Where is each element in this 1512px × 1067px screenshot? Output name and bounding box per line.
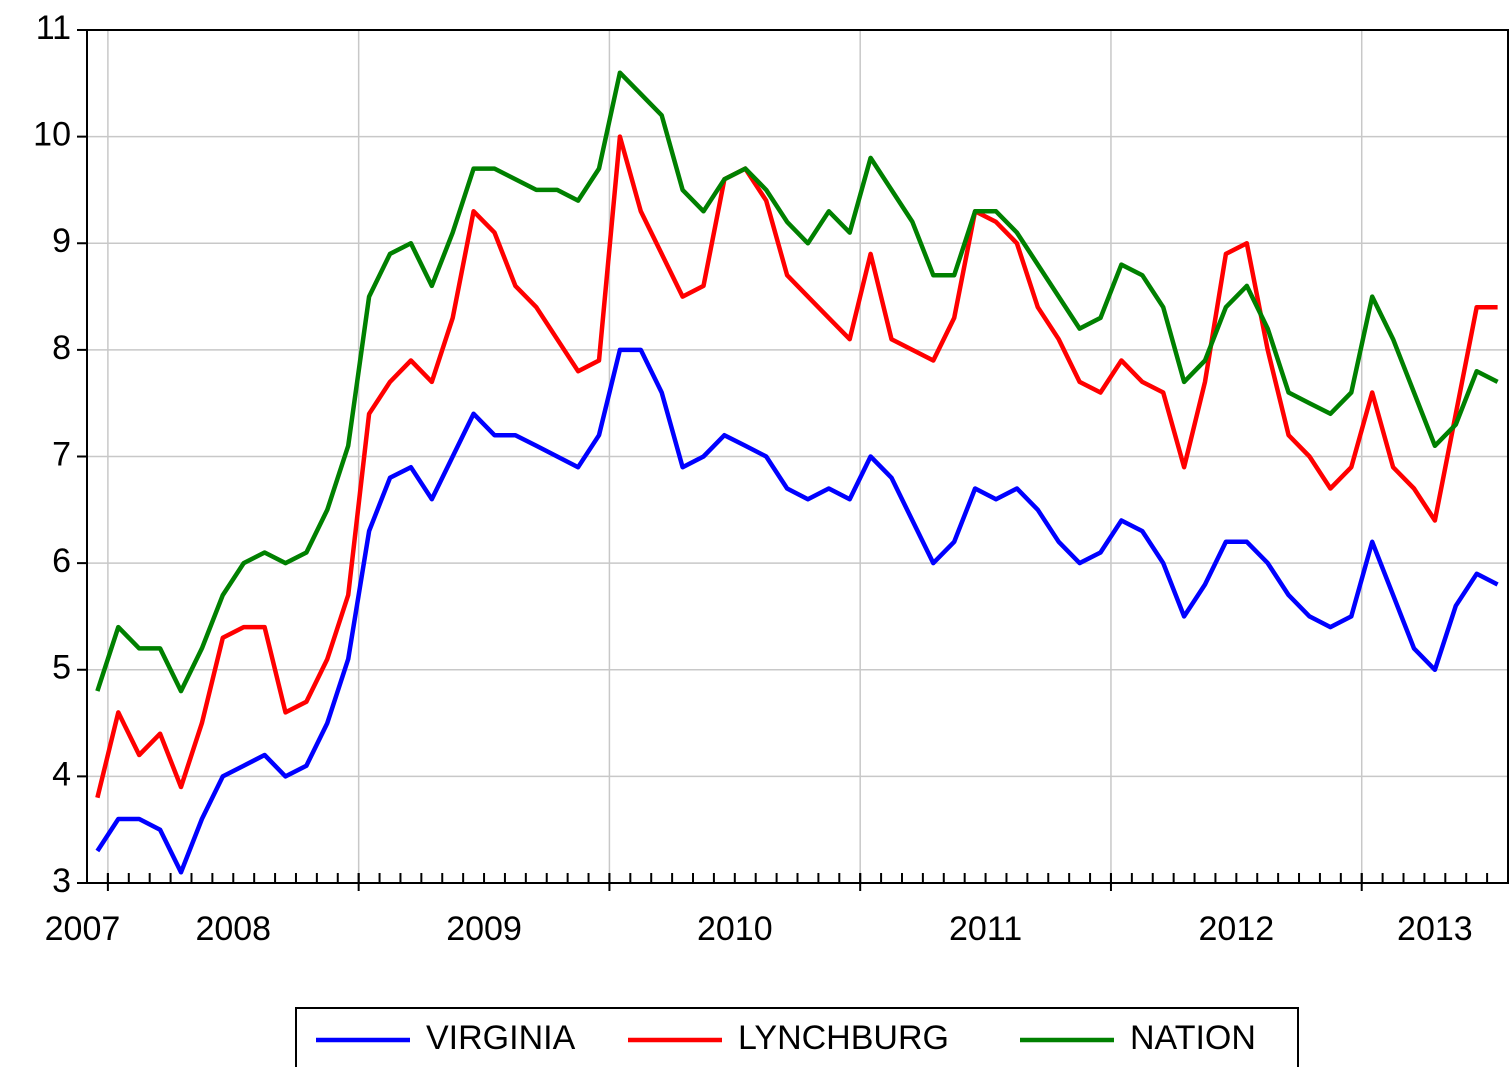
line <box>95 347 1499 875</box>
legend-label: NATION <box>1130 1019 1256 1057</box>
y-tick-label: 5 <box>52 649 71 687</box>
y-tick-label: 6 <box>52 542 71 580</box>
y-tick-label: 7 <box>52 435 71 473</box>
x-tick-label: 2010 <box>697 910 773 948</box>
x-tick-label: 2008 <box>195 910 271 948</box>
x-tick-label: 2011 <box>949 910 1022 948</box>
y-tick-label: 8 <box>52 329 71 367</box>
plot-frame <box>86 29 1509 884</box>
legend-label: VIRGINIA <box>426 1019 576 1057</box>
x-tick-label: 2009 <box>446 910 522 948</box>
x-tick-label: 2013 <box>1397 910 1473 948</box>
legend-box <box>295 1007 1299 1067</box>
legend-label: LYNCHBURG <box>738 1019 949 1057</box>
y-tick-label: 4 <box>52 755 71 793</box>
line <box>95 134 1498 799</box>
y-tick-label: 3 <box>52 862 71 900</box>
y-tick-label: 11 <box>36 9 71 47</box>
line <box>95 70 1499 694</box>
y-tick-label: 10 <box>33 116 71 154</box>
y-tick-label: 9 <box>52 222 71 260</box>
x-tick-label: 2007 <box>45 910 121 948</box>
x-tick-label: 2012 <box>1199 910 1275 948</box>
